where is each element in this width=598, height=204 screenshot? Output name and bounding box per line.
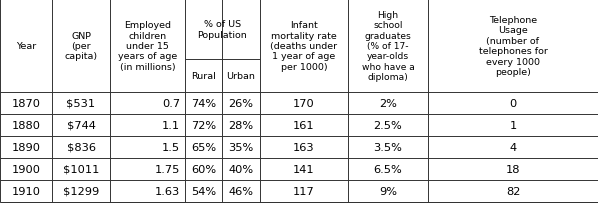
- Text: 2.5%: 2.5%: [374, 120, 402, 130]
- Text: 1.63: 1.63: [155, 186, 180, 196]
- Text: $1299: $1299: [63, 186, 99, 196]
- Text: 1880: 1880: [11, 120, 41, 130]
- Text: 1.1: 1.1: [162, 120, 180, 130]
- Text: $744: $744: [66, 120, 96, 130]
- Text: $836: $836: [66, 142, 96, 152]
- Text: 1890: 1890: [11, 142, 41, 152]
- Text: 1900: 1900: [11, 164, 41, 174]
- Text: 117: 117: [293, 186, 315, 196]
- Text: Year: Year: [16, 42, 36, 51]
- Text: 1870: 1870: [11, 99, 41, 109]
- Text: 46%: 46%: [228, 186, 254, 196]
- Text: 1: 1: [509, 120, 517, 130]
- Text: 54%: 54%: [191, 186, 216, 196]
- Text: 1910: 1910: [11, 186, 41, 196]
- Text: 170: 170: [293, 99, 315, 109]
- Text: 1.5: 1.5: [162, 142, 180, 152]
- Text: Telephone
Usage
(number of
telephones for
every 1000
people): Telephone Usage (number of telephones fo…: [478, 16, 547, 77]
- Text: 74%: 74%: [191, 99, 216, 109]
- Text: Urban: Urban: [227, 72, 255, 81]
- Text: 82: 82: [506, 186, 520, 196]
- Text: 6.5%: 6.5%: [374, 164, 402, 174]
- Text: 1.75: 1.75: [155, 164, 180, 174]
- Text: 2%: 2%: [379, 99, 397, 109]
- Text: 3.5%: 3.5%: [374, 142, 402, 152]
- Text: $1011: $1011: [63, 164, 99, 174]
- Text: 60%: 60%: [191, 164, 216, 174]
- Text: Rural: Rural: [191, 72, 216, 81]
- Text: % of US
Population: % of US Population: [197, 20, 248, 40]
- Text: 18: 18: [506, 164, 520, 174]
- Text: Infant
mortality rate
(deaths under
1 year of age
per 1000): Infant mortality rate (deaths under 1 ye…: [270, 21, 337, 71]
- Text: $531: $531: [66, 99, 96, 109]
- Text: High
school
graduates
(% of 17-
year-olds
who have a
diploma): High school graduates (% of 17- year-old…: [362, 11, 414, 82]
- Text: 65%: 65%: [191, 142, 216, 152]
- Text: 28%: 28%: [228, 120, 254, 130]
- Text: 26%: 26%: [228, 99, 254, 109]
- Text: 9%: 9%: [379, 186, 397, 196]
- Text: 141: 141: [293, 164, 315, 174]
- Text: 72%: 72%: [191, 120, 216, 130]
- Text: 35%: 35%: [228, 142, 254, 152]
- Text: 0.7: 0.7: [162, 99, 180, 109]
- Text: 163: 163: [293, 142, 315, 152]
- Text: 161: 161: [293, 120, 315, 130]
- Text: 40%: 40%: [228, 164, 254, 174]
- Text: 0: 0: [509, 99, 517, 109]
- Text: GNP
(per
capita): GNP (per capita): [65, 31, 97, 61]
- Text: 4: 4: [509, 142, 517, 152]
- Text: Employed
children
under 15
years of age
(in millions): Employed children under 15 years of age …: [118, 21, 177, 71]
